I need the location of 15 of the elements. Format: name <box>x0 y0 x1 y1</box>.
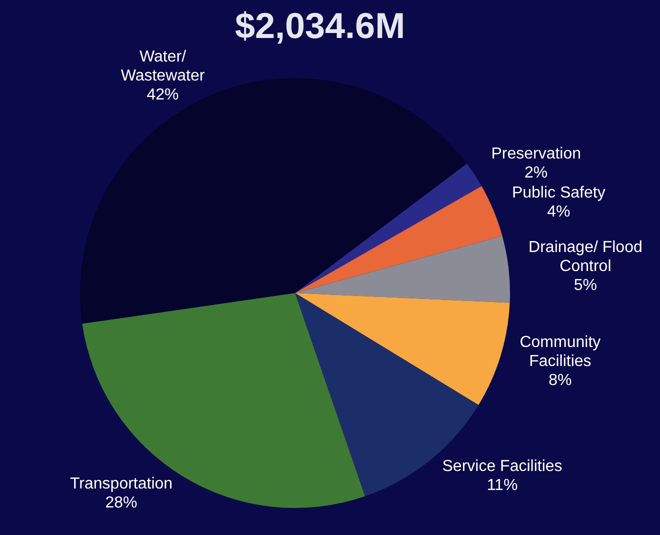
slice-label: Preservation <box>491 146 582 163</box>
slice-label: Water/ Wastewater <box>120 48 206 84</box>
data-label: 42% <box>146 86 179 104</box>
chart-title: $2,034.6M <box>234 4 406 46</box>
slice-label: Service Facilities <box>442 458 562 476</box>
data-label: 5% <box>574 277 598 294</box>
data-label: 8% <box>548 372 572 390</box>
slice-label: Public Safety <box>512 184 606 202</box>
data-label: 4% <box>547 204 570 221</box>
data-label: 11% <box>486 477 518 494</box>
data-label: 28% <box>105 494 138 512</box>
slice-label: Transportation <box>70 475 173 492</box>
slice-label: Drainage/ Flood Control <box>528 239 642 276</box>
data-label: 2% <box>524 164 548 182</box>
slice-label: Community Facilities <box>520 334 601 370</box>
